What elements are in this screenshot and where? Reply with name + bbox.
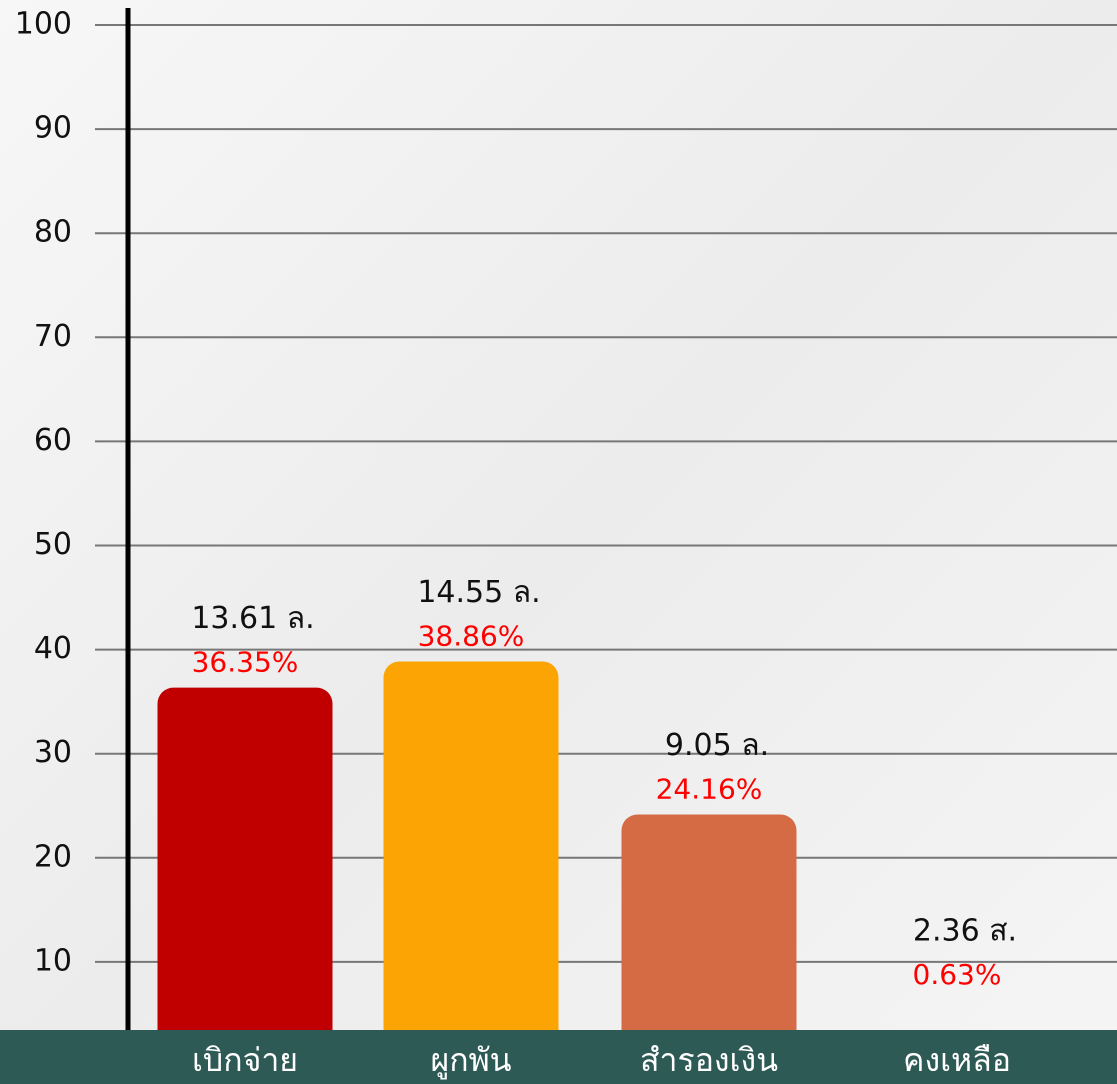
amount-label: 14.55 ล. xyxy=(417,575,540,610)
bars xyxy=(158,661,1045,1066)
amount-label: 13.61 ล. xyxy=(191,601,314,636)
x-tick-label: สำรองเงิน xyxy=(640,1041,778,1079)
value-label: 0.63% xyxy=(913,958,1002,991)
chart: 10 20 30 40 50 60 70 80 90 100 13.61 ล. 36.35% เบิกจ… xyxy=(0,0,1117,1084)
bar xyxy=(622,814,797,1066)
y-tick-label: 20 xyxy=(34,839,72,874)
bar xyxy=(158,688,333,1066)
y-tick-label: 50 xyxy=(34,527,72,562)
value-label: 24.16% xyxy=(656,772,763,805)
y-tick-label: 80 xyxy=(34,215,72,250)
x-tick-label: คงเหลือ xyxy=(903,1041,1011,1079)
y-tick-label: 30 xyxy=(34,735,72,770)
y-tick-label: 90 xyxy=(34,111,72,146)
value-label: 38.86% xyxy=(418,619,525,652)
bar xyxy=(384,661,559,1066)
value-label: 36.35% xyxy=(192,646,299,679)
x-tick-label: ผูกพัน xyxy=(430,1041,511,1080)
y-tick-label: 100 xyxy=(15,7,72,42)
y-tick-label: 40 xyxy=(34,631,72,666)
amount-label: 9.05 ล. xyxy=(665,728,769,763)
x-tick-label: เบิกจ่าย xyxy=(192,1041,298,1079)
y-tick-label: 10 xyxy=(34,943,72,978)
y-tick-label: 70 xyxy=(34,319,72,354)
y-tick-label: 60 xyxy=(34,423,72,458)
amount-label: 2.36 ส. xyxy=(913,914,1017,949)
